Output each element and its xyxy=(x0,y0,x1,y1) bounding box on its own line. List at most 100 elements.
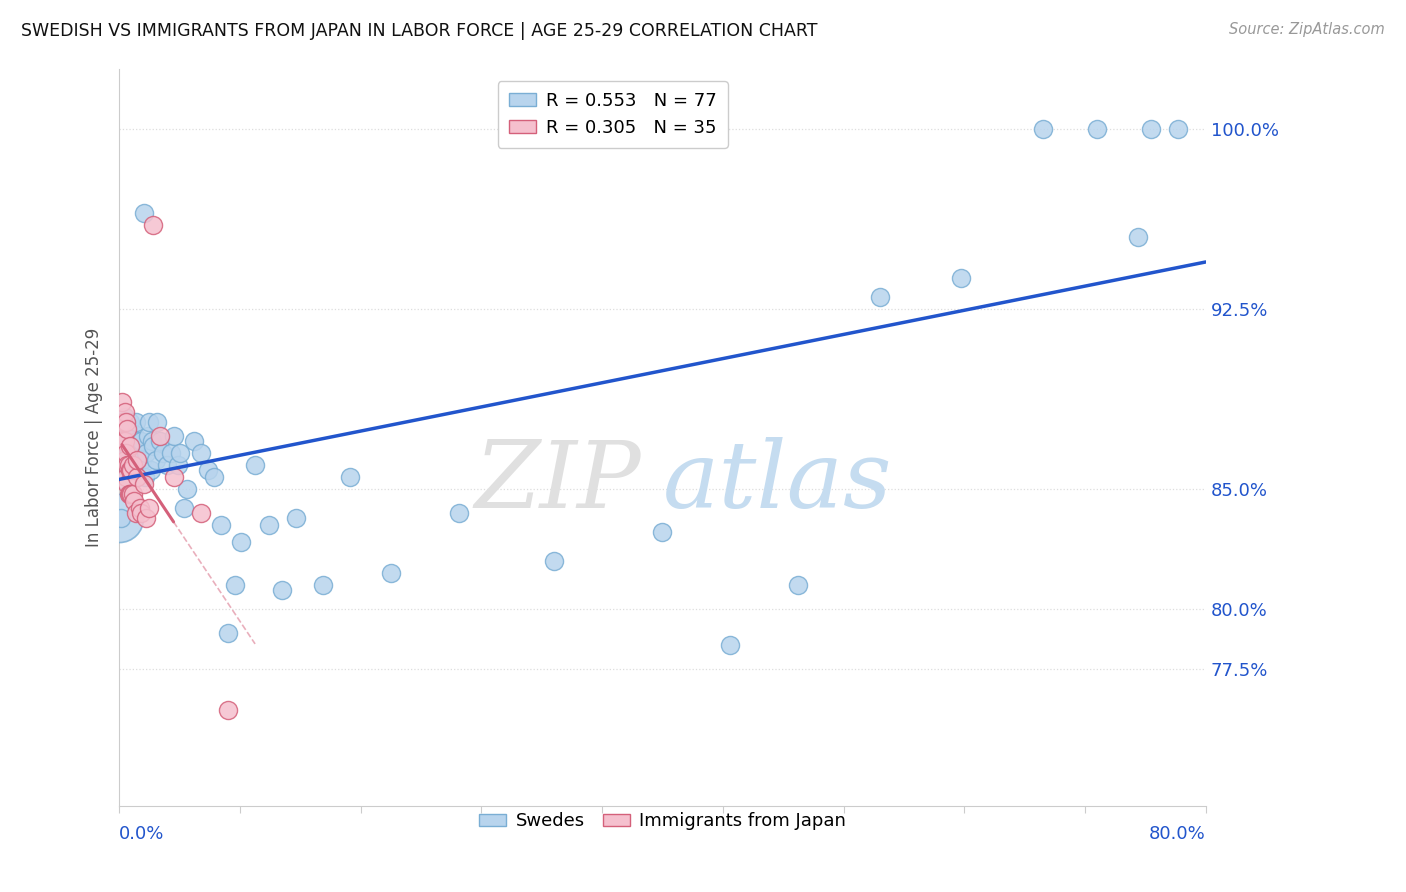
Y-axis label: In Labor Force | Age 25-29: In Labor Force | Age 25-29 xyxy=(86,327,103,547)
Point xyxy=(141,434,163,448)
Point xyxy=(114,434,136,448)
Point xyxy=(114,405,136,419)
Point xyxy=(162,429,184,443)
Point xyxy=(114,453,136,467)
Point xyxy=(120,450,142,465)
Point xyxy=(111,434,134,448)
Point xyxy=(115,458,138,472)
Point xyxy=(142,439,165,453)
Text: SWEDISH VS IMMIGRANTS FROM JAPAN IN LABOR FORCE | AGE 25-29 CORRELATION CHART: SWEDISH VS IMMIGRANTS FROM JAPAN IN LABO… xyxy=(21,22,818,40)
Point xyxy=(380,566,402,580)
Point xyxy=(129,434,152,448)
Point xyxy=(1140,121,1163,136)
Point xyxy=(138,415,160,429)
Point xyxy=(190,446,212,460)
Point xyxy=(108,511,131,525)
Point xyxy=(1085,121,1108,136)
Point xyxy=(162,470,184,484)
Point xyxy=(312,578,335,592)
Text: ZIP: ZIP xyxy=(474,436,641,526)
Text: atlas: atlas xyxy=(662,436,891,526)
Point xyxy=(114,429,136,443)
Point xyxy=(121,487,143,501)
Point xyxy=(231,534,253,549)
Point xyxy=(217,626,239,640)
Point xyxy=(447,506,470,520)
Point xyxy=(787,578,810,592)
Point xyxy=(160,446,183,460)
Point xyxy=(950,270,973,285)
Point xyxy=(115,446,138,460)
Point xyxy=(149,429,172,443)
Point xyxy=(112,415,135,429)
Point xyxy=(1032,121,1054,136)
Point xyxy=(139,463,162,477)
Point xyxy=(120,439,142,453)
Point xyxy=(124,506,146,520)
Point xyxy=(138,501,160,516)
Point xyxy=(115,415,138,429)
Point xyxy=(121,439,143,453)
Point xyxy=(132,205,155,219)
Point xyxy=(134,470,156,484)
Point xyxy=(124,415,146,429)
Point xyxy=(110,511,132,525)
Point xyxy=(136,429,159,443)
Point xyxy=(112,434,135,448)
Point xyxy=(128,450,150,465)
Point xyxy=(149,434,172,448)
Point xyxy=(1126,229,1149,244)
Point xyxy=(122,426,145,441)
Point xyxy=(176,482,198,496)
Point xyxy=(209,518,232,533)
Point xyxy=(156,458,179,472)
Text: 0.0%: 0.0% xyxy=(120,824,165,843)
Point xyxy=(1167,121,1189,136)
Point xyxy=(120,434,142,448)
Point xyxy=(122,463,145,477)
Point xyxy=(120,487,142,501)
Point xyxy=(121,463,143,477)
Point xyxy=(125,470,148,484)
Point xyxy=(146,415,169,429)
Point xyxy=(121,453,143,467)
Point xyxy=(122,494,145,508)
Point xyxy=(121,434,143,448)
Point xyxy=(114,409,136,424)
Point xyxy=(121,458,143,472)
Point xyxy=(118,463,141,477)
Point xyxy=(125,470,148,484)
Point xyxy=(120,463,142,477)
Point xyxy=(121,470,143,484)
Point xyxy=(117,439,139,453)
Point xyxy=(118,446,141,460)
Point xyxy=(125,453,148,467)
Point xyxy=(125,434,148,448)
Point xyxy=(152,446,174,460)
Point xyxy=(173,501,195,516)
Point xyxy=(112,422,135,436)
Point xyxy=(110,472,132,486)
Point xyxy=(145,453,167,467)
Point xyxy=(118,487,141,501)
Point xyxy=(257,518,280,533)
Point xyxy=(142,218,165,232)
Point xyxy=(284,511,307,525)
Point xyxy=(131,453,153,467)
Point xyxy=(339,470,361,484)
Point xyxy=(869,290,891,304)
Point xyxy=(197,463,219,477)
Point xyxy=(169,446,191,460)
Point xyxy=(117,477,139,491)
Point xyxy=(183,434,205,448)
Point xyxy=(190,506,212,520)
Point xyxy=(117,417,139,431)
Point xyxy=(111,458,134,472)
Point xyxy=(118,458,141,472)
Point xyxy=(115,470,138,484)
Point xyxy=(202,470,225,484)
Point xyxy=(135,446,157,460)
Point xyxy=(543,554,565,568)
Point xyxy=(115,446,138,460)
Text: 80.0%: 80.0% xyxy=(1149,824,1206,843)
